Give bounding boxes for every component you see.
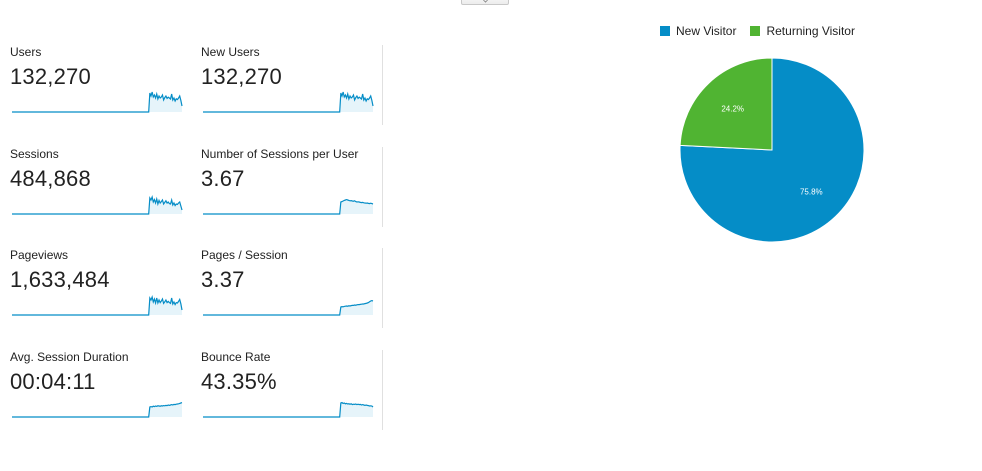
metric-sessions-per-user[interactable]: Number of Sessions per User 3.67 [201, 147, 383, 227]
metric-label: Sessions [10, 147, 59, 161]
metric-value: 3.37 [201, 267, 245, 292]
metric-users[interactable]: Users 132,270 [10, 45, 191, 125]
sparkline-area [203, 92, 373, 112]
metric-value: 132,270 [10, 64, 91, 89]
metric-value: 43.35% [201, 369, 277, 394]
metric-label: Avg. Session Duration [10, 350, 129, 364]
sessions-per-user-sparkline [203, 198, 374, 215]
avg-session-duration-sparkline [12, 402, 183, 418]
metric-value: 3.67 [201, 166, 245, 191]
metric-bounce-rate[interactable]: Bounce Rate 43.35% [201, 350, 383, 430]
chevron-down-icon [482, 0, 489, 3]
sparkline-line [12, 402, 183, 418]
metric-label: Number of Sessions per User [201, 147, 359, 161]
sparkline-line [203, 91, 374, 113]
new-users-sparkline [203, 91, 374, 113]
metric-label: Users [10, 45, 42, 59]
sparkline-area [12, 402, 182, 417]
metric-value: 132,270 [201, 64, 282, 89]
legend-swatch [660, 26, 670, 36]
metric-avg-session-duration[interactable]: Avg. Session Duration 00:04:11 [10, 350, 191, 430]
bounce-rate-sparkline [203, 401, 374, 418]
legend-item-returning-visitor[interactable]: Returning Visitor [750, 24, 855, 38]
sparkline-area [203, 402, 373, 417]
sparkline-line [203, 299, 374, 316]
legend-swatch [750, 26, 761, 36]
legend-item-new-visitor[interactable]: New Visitor [660, 24, 736, 38]
sessions-sparkline [12, 194, 183, 215]
sparkline-area [203, 199, 373, 214]
pie-data-label: 75.8% [800, 187, 823, 196]
sparkline-line [203, 198, 374, 215]
sparkline-line [12, 294, 183, 316]
pages-per-session-sparkline [203, 299, 374, 316]
metric-label: Bounce Rate [201, 350, 271, 364]
metric-value: 484,868 [10, 166, 91, 191]
metric-value: 00:04:11 [10, 369, 96, 394]
sparkline-area [12, 92, 182, 112]
visitor-pie-chart: 75.8% 24.2% [679, 57, 865, 243]
metric-label: Pageviews [10, 248, 69, 262]
view-selector-dropdown[interactable] [461, 0, 509, 5]
sparkline-area [12, 197, 182, 214]
sparkline-line [12, 91, 183, 113]
metric-label: Pages / Session [201, 248, 288, 262]
metric-pages-per-session[interactable]: Pages / Session 3.37 [201, 248, 383, 328]
sparkline-line [12, 194, 183, 215]
pie-legend: New Visitor Returning Visitor [660, 24, 869, 38]
metric-pageviews[interactable]: Pageviews 1,633,484 [10, 248, 191, 328]
legend-label: New Visitor [676, 24, 737, 38]
pageviews-sparkline [12, 294, 183, 316]
sparkline-area [12, 297, 182, 315]
legend-label: Returning Visitor [766, 24, 855, 38]
pie-data-label: 24.2% [721, 105, 744, 114]
users-sparkline [12, 91, 183, 113]
metric-new-users[interactable]: New Users 132,270 [201, 45, 383, 125]
metric-value: 1,633,484 [10, 267, 110, 292]
pie-slice-returning-visitor[interactable] [679, 57, 773, 151]
sparkline-area [203, 300, 373, 315]
metric-sessions[interactable]: Sessions 484,868 [10, 147, 191, 227]
metric-label: New Users [201, 45, 260, 59]
sparkline-line [203, 401, 374, 418]
